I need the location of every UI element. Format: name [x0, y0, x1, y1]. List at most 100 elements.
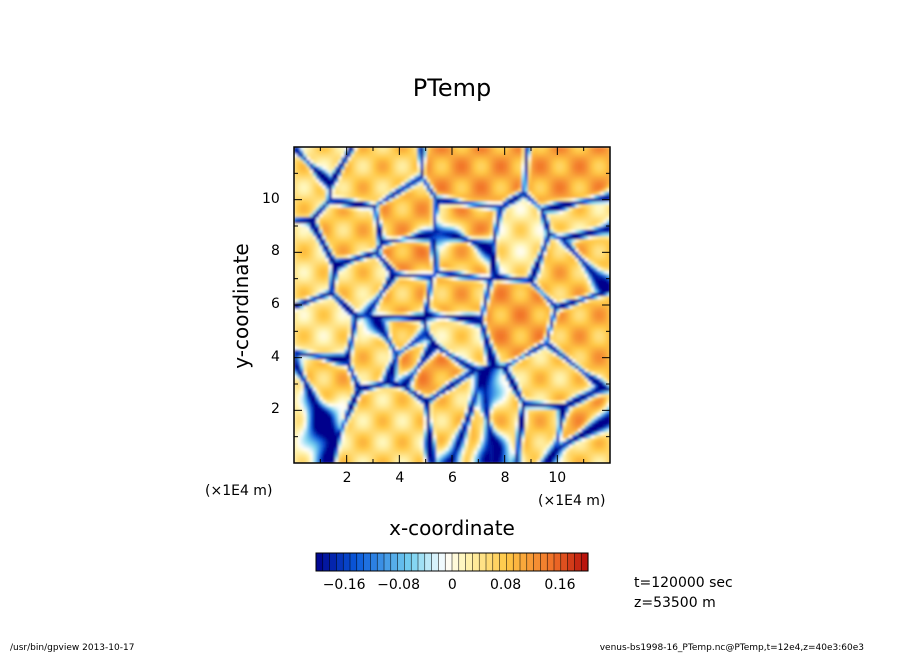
- heatmap-cell: [322, 377, 327, 382]
- heatmap-cell: [537, 358, 542, 363]
- heatmap-cell: [363, 317, 368, 322]
- heatmap-cell: [515, 393, 519, 398]
- heatmap-cell: [439, 330, 444, 335]
- heatmap-cell: [328, 327, 333, 331]
- heatmap-cell: [543, 428, 548, 432]
- heatmap-cell: [395, 440, 399, 445]
- heatmap-cell: [322, 330, 327, 335]
- heatmap-cell: [455, 425, 459, 429]
- heatmap-cell: [527, 358, 532, 363]
- heatmap-cell: [331, 387, 336, 391]
- heatmap-cell: [527, 314, 532, 319]
- heatmap-cell: [360, 450, 365, 455]
- heatmap-cell: [385, 418, 390, 423]
- heatmap-cell: [496, 390, 500, 395]
- heatmap-cell: [410, 412, 415, 417]
- heatmap-cell: [534, 339, 538, 344]
- heatmap-cell: [420, 377, 425, 382]
- heatmap-cell: [328, 311, 333, 316]
- heatmap-cell: [477, 384, 482, 388]
- heatmap-cell: [603, 333, 608, 338]
- heatmap-cell: [347, 342, 352, 347]
- heatmap-cell: [294, 437, 298, 442]
- heatmap-cell: [508, 311, 513, 316]
- heatmap-cell: [303, 311, 308, 316]
- heatmap-cell: [417, 311, 421, 316]
- heatmap-cell: [316, 346, 320, 350]
- heatmap-cell: [445, 336, 450, 341]
- heatmap-cell: [559, 434, 564, 439]
- heatmap-cell: [587, 352, 592, 357]
- heatmap-cell: [512, 323, 516, 328]
- heatmap-cell: [452, 336, 456, 341]
- heatmap-cell: [518, 421, 523, 426]
- heatmap-cell: [508, 320, 513, 325]
- heatmap-cell: [426, 444, 431, 448]
- heatmap-cell: [556, 444, 561, 448]
- heatmap-cell: [556, 440, 561, 445]
- heatmap-cell: [347, 444, 352, 448]
- heatmap-cell: [461, 421, 466, 426]
- heatmap-cell: [508, 409, 513, 414]
- heatmap-cell: [502, 409, 507, 414]
- heatmap-cell: [325, 399, 330, 404]
- heatmap-cell: [420, 415, 425, 420]
- heatmap-cell: [445, 323, 450, 328]
- heatmap-cell: [452, 358, 456, 363]
- heatmap-cell: [439, 459, 444, 463]
- heatmap-cell: [395, 317, 399, 322]
- heatmap-cell: [537, 323, 542, 328]
- heatmap-cell: [470, 428, 475, 432]
- heatmap-cell: [442, 431, 447, 436]
- heatmap-cell: [436, 311, 440, 316]
- heatmap-cell: [562, 333, 567, 338]
- heatmap-cell: [467, 425, 472, 429]
- heatmap-cell: [486, 440, 491, 445]
- heatmap-cell: [578, 346, 583, 350]
- heatmap-cell: [433, 440, 437, 445]
- heatmap-cell: [546, 361, 551, 366]
- heatmap-cell: [587, 402, 592, 407]
- heatmap-cell: [556, 349, 561, 353]
- heatmap-cell: [354, 323, 358, 328]
- heatmap-cell: [331, 393, 336, 398]
- heatmap-cell: [578, 402, 583, 407]
- heatmap-cell: [540, 434, 545, 439]
- heatmap-cell: [531, 368, 535, 372]
- heatmap-cell: [404, 352, 409, 357]
- heatmap-cell: [512, 368, 516, 372]
- heatmap-cell: [534, 317, 538, 322]
- heatmap-cell: [350, 349, 355, 353]
- heatmap-cell: [322, 342, 327, 347]
- heatmap-cell: [455, 320, 459, 325]
- heatmap-cell: [331, 456, 336, 461]
- heatmap-cell: [594, 444, 598, 448]
- heatmap-cell: [455, 308, 459, 312]
- heatmap-cell: [480, 444, 485, 448]
- heatmap-cell: [540, 358, 545, 363]
- heatmap-cell: [331, 333, 336, 338]
- heatmap-cell: [407, 330, 412, 335]
- heatmap-cell: [483, 450, 488, 455]
- heatmap-cell: [357, 434, 361, 439]
- heatmap-cell: [420, 336, 425, 341]
- heatmap-cell: [486, 456, 491, 461]
- heatmap-cell: [461, 320, 466, 325]
- heatmap-cell: [316, 440, 320, 445]
- heatmap-cell: [603, 377, 608, 382]
- heatmap-cell: [410, 456, 415, 461]
- heatmap-cell: [328, 393, 333, 398]
- heatmap-cell: [382, 409, 387, 414]
- heatmap-cell: [306, 320, 311, 325]
- heatmap-cell: [294, 412, 298, 417]
- heatmap-cell: [540, 305, 545, 309]
- heatmap-cell: [312, 444, 317, 448]
- heatmap-cell: [385, 390, 390, 395]
- heatmap-cell: [312, 447, 317, 451]
- heatmap-cell: [407, 406, 412, 410]
- heatmap-cell: [568, 387, 573, 391]
- heatmap-cell: [562, 431, 567, 436]
- heatmap-cell: [357, 453, 361, 458]
- heatmap-cell: [401, 327, 406, 331]
- heatmap-cell: [388, 415, 393, 420]
